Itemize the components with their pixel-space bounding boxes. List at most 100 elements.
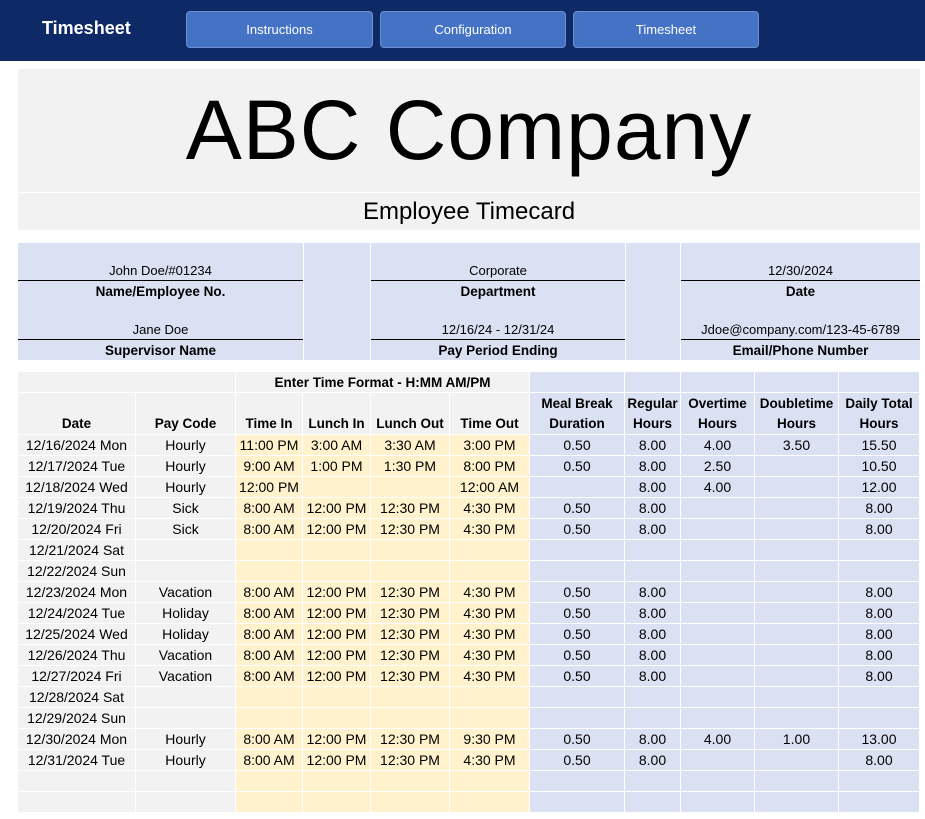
cell-doubletime-hours[interactable] (755, 645, 839, 666)
cell-lunch-out[interactable]: 12:30 PM (371, 645, 450, 666)
cell-meal-break[interactable]: 0.50 (530, 666, 625, 687)
cell-overtime-hours[interactable] (681, 540, 755, 561)
cell-doubletime-hours[interactable] (755, 519, 839, 540)
cell-time-in[interactable]: 8:00 AM (236, 750, 303, 771)
cell-meal-break[interactable]: 0.50 (530, 498, 625, 519)
cell-time-out[interactable]: 4:30 PM (450, 645, 530, 666)
cell-time-out[interactable]: 4:30 PM (450, 750, 530, 771)
cell-daily-total[interactable] (839, 540, 920, 561)
cell-date[interactable]: 12/28/2024 Sat (18, 687, 136, 708)
cell-daily-total[interactable] (839, 771, 920, 792)
cell-date[interactable]: 12/26/2024 Thu (18, 645, 136, 666)
cell-overtime-hours[interactable] (681, 519, 755, 540)
cell-regular-hours[interactable]: 8.00 (625, 645, 681, 666)
cell-doubletime-hours[interactable] (755, 603, 839, 624)
cell-date[interactable]: 12/29/2024 Sun (18, 708, 136, 729)
cell-meal-break[interactable]: 0.50 (530, 456, 625, 477)
cell-date[interactable]: 12/31/2024 Tue (18, 750, 136, 771)
cell-overtime-hours[interactable] (681, 582, 755, 603)
cell-regular-hours[interactable]: 8.00 (625, 435, 681, 456)
cell-doubletime-hours[interactable] (755, 456, 839, 477)
cell-regular-hours[interactable]: 8.00 (625, 603, 681, 624)
cell-lunch-in[interactable] (303, 477, 371, 498)
cell-lunch-in[interactable] (303, 687, 371, 708)
cell-lunch-in[interactable]: 12:00 PM (303, 750, 371, 771)
cell-lunch-in[interactable]: 12:00 PM (303, 666, 371, 687)
cell-daily-total[interactable]: 12.00 (839, 477, 920, 498)
cell-daily-total[interactable] (839, 792, 920, 813)
cell-regular-hours[interactable]: 8.00 (625, 750, 681, 771)
cell-pay-code[interactable] (136, 687, 236, 708)
cell-lunch-in[interactable]: 1:00 PM (303, 456, 371, 477)
cell-lunch-out[interactable]: 12:30 PM (371, 582, 450, 603)
cell-date[interactable] (18, 771, 136, 792)
cell-time-in[interactable] (236, 771, 303, 792)
employee-name-cell[interactable]: John Doe/#01234 (18, 243, 303, 281)
cell-lunch-out[interactable]: 12:30 PM (371, 603, 450, 624)
cell-date[interactable]: 12/18/2024 Wed (18, 477, 136, 498)
cell-regular-hours[interactable] (625, 708, 681, 729)
cell-lunch-in[interactable]: 12:00 PM (303, 645, 371, 666)
cell-daily-total[interactable]: 15.50 (839, 435, 920, 456)
cell-regular-hours[interactable]: 8.00 (625, 498, 681, 519)
cell-meal-break[interactable]: 0.50 (530, 645, 625, 666)
timesheet-button[interactable]: Timesheet (573, 11, 759, 48)
cell-doubletime-hours[interactable] (755, 624, 839, 645)
cell-regular-hours[interactable]: 8.00 (625, 729, 681, 750)
cell-meal-break[interactable] (530, 561, 625, 582)
cell-lunch-out[interactable]: 3:30 AM (371, 435, 450, 456)
cell-overtime-hours[interactable]: 4.00 (681, 729, 755, 750)
cell-lunch-in[interactable] (303, 561, 371, 582)
cell-time-in[interactable]: 11:00 PM (236, 435, 303, 456)
cell-doubletime-hours[interactable] (755, 792, 839, 813)
cell-meal-break[interactable] (530, 687, 625, 708)
cell-pay-code[interactable]: Hourly (136, 477, 236, 498)
cell-time-out[interactable]: 4:30 PM (450, 519, 530, 540)
cell-doubletime-hours[interactable] (755, 561, 839, 582)
cell-date[interactable]: 12/27/2024 Fri (18, 666, 136, 687)
cell-time-out[interactable]: 8:00 PM (450, 456, 530, 477)
cell-lunch-out[interactable] (371, 792, 450, 813)
cell-lunch-in[interactable]: 12:00 PM (303, 624, 371, 645)
cell-pay-code[interactable]: Vacation (136, 666, 236, 687)
cell-time-in[interactable]: 8:00 AM (236, 498, 303, 519)
cell-doubletime-hours[interactable] (755, 687, 839, 708)
cell-doubletime-hours[interactable] (755, 666, 839, 687)
cell-lunch-out[interactable]: 12:30 PM (371, 729, 450, 750)
cell-overtime-hours[interactable]: 4.00 (681, 477, 755, 498)
cell-pay-code[interactable] (136, 792, 236, 813)
cell-daily-total[interactable] (839, 561, 920, 582)
cell-overtime-hours[interactable] (681, 645, 755, 666)
cell-meal-break[interactable]: 0.50 (530, 519, 625, 540)
instructions-button[interactable]: Instructions (186, 11, 373, 48)
cell-daily-total[interactable] (839, 687, 920, 708)
cell-doubletime-hours[interactable]: 1.00 (755, 729, 839, 750)
cell-meal-break[interactable]: 0.50 (530, 435, 625, 456)
cell-time-out[interactable] (450, 708, 530, 729)
supervisor-cell[interactable]: Jane Doe (18, 302, 303, 340)
cell-pay-code[interactable]: Hourly (136, 750, 236, 771)
cell-time-in[interactable] (236, 687, 303, 708)
cell-lunch-out[interactable] (371, 771, 450, 792)
configuration-button[interactable]: Configuration (380, 11, 566, 48)
cell-pay-code[interactable] (136, 540, 236, 561)
cell-pay-code[interactable]: Hourly (136, 729, 236, 750)
cell-date[interactable]: 12/23/2024 Mon (18, 582, 136, 603)
cell-doubletime-hours[interactable] (755, 477, 839, 498)
cell-date[interactable]: 12/21/2024 Sat (18, 540, 136, 561)
cell-daily-total[interactable]: 8.00 (839, 750, 920, 771)
cell-date[interactable]: 12/24/2024 Tue (18, 603, 136, 624)
cell-overtime-hours[interactable] (681, 624, 755, 645)
cell-meal-break[interactable] (530, 771, 625, 792)
cell-pay-code[interactable]: Vacation (136, 582, 236, 603)
cell-daily-total[interactable]: 8.00 (839, 498, 920, 519)
cell-daily-total[interactable]: 8.00 (839, 645, 920, 666)
cell-lunch-in[interactable]: 12:00 PM (303, 519, 371, 540)
cell-pay-code[interactable] (136, 771, 236, 792)
cell-time-in[interactable]: 8:00 AM (236, 666, 303, 687)
cell-overtime-hours[interactable] (681, 561, 755, 582)
pay-period-cell[interactable]: 12/16/24 - 12/31/24 (371, 302, 625, 340)
cell-pay-code[interactable]: Hourly (136, 456, 236, 477)
cell-time-out[interactable]: 4:30 PM (450, 498, 530, 519)
cell-time-in[interactable]: 8:00 AM (236, 519, 303, 540)
